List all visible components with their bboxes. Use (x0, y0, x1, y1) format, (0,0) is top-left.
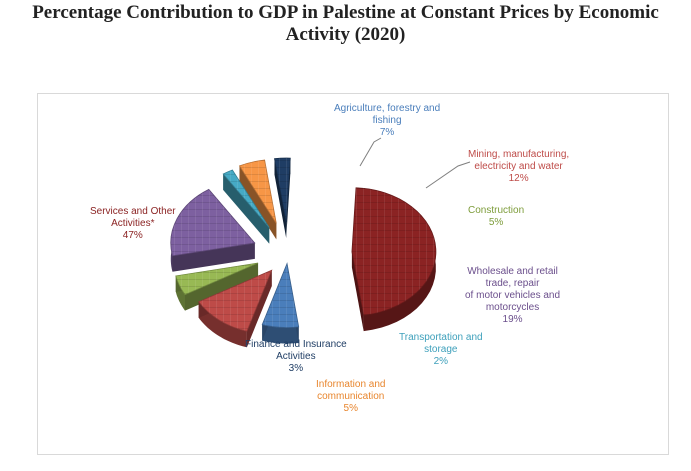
label-information-line-2: communication (317, 391, 385, 402)
pie-slice-information (238, 159, 277, 240)
pie-slices (170, 157, 437, 348)
label-information-value: 5% (343, 403, 358, 414)
leader-mining (425, 161, 471, 189)
label-transportation-line-1: Transportation and (399, 332, 483, 343)
chart-title: Percentage Contribution to GDP in Palest… (0, 2, 691, 46)
label-wholesale-line-1: Wholesale and retail (467, 266, 558, 277)
label-information-line-1: Information and (316, 379, 386, 390)
label-finance: Finance and Insurance Activities 3% (245, 339, 347, 375)
slice-texture-agriculture (262, 263, 299, 328)
label-services: Services and Other Activities* 47% (90, 206, 176, 242)
pie-slice-wholesale (170, 188, 256, 272)
label-agriculture-line-2: fishing (372, 115, 402, 126)
label-finance-value: 3% (288, 363, 304, 374)
label-services-value: 47% (122, 230, 143, 241)
slice-texture-construction (175, 263, 259, 295)
pie-slice-transportation (222, 169, 270, 244)
chart-frame: Agriculture, forestry and fishing 7% Min… (37, 93, 669, 455)
slice-wall-services-1 (351, 251, 364, 332)
slice-texture-finance (274, 158, 291, 223)
slice-side-agriculture (262, 324, 299, 344)
slice-wall-wholesale-0 (172, 242, 255, 272)
pie-slice-mining (198, 269, 273, 348)
slice-wall-mining-0 (246, 270, 272, 348)
label-agriculture: Agriculture, forestry and fishing 7% (334, 103, 440, 139)
label-mining-line-2: electricity and water (474, 161, 563, 172)
pie-slice-services (351, 187, 437, 332)
label-wholesale-value: 19% (502, 314, 523, 325)
label-agriculture-value: 7% (379, 127, 395, 138)
pie-slice-finance (274, 157, 291, 239)
chart-title-line-2: Activity (2020) (285, 24, 406, 45)
slice-wall-finance-0 (274, 158, 287, 239)
label-construction: Construction 5% (468, 205, 524, 229)
slice-wall-transportation-0 (223, 174, 270, 244)
label-finance-line-1: Finance and Insurance (245, 339, 347, 350)
label-services-line-2: Activities* (111, 218, 155, 229)
label-wholesale-line-2: trade, repair (485, 278, 540, 289)
slice-wall-information-0 (239, 165, 277, 240)
slice-texture-wholesale (170, 189, 255, 256)
leader-agriculture (359, 137, 382, 167)
slice-texture-services (351, 187, 436, 316)
slice-side-mining (198, 301, 247, 348)
label-transportation-line-2: storage (424, 344, 458, 355)
label-wholesale-line-4: motorcycles (485, 302, 540, 313)
label-agriculture-line-1: Agriculture, forestry and (334, 103, 441, 114)
chart-title-line-1: Percentage Contribution to GDP in Palest… (32, 2, 659, 23)
label-services-line-1: Services and Other (90, 206, 176, 217)
label-wholesale-line-3: of motor vehicles and (465, 290, 561, 301)
label-mining-line-1: Mining, manufacturing, (468, 149, 570, 160)
label-transportation: Transportation and storage 2% (399, 332, 483, 368)
label-wholesale: Wholesale and retail trade, repair of mo… (465, 266, 560, 326)
pie-slice-construction (175, 262, 259, 311)
label-mining-value: 12% (508, 173, 529, 184)
label-information: Information and communication 5% (316, 379, 386, 415)
slice-texture-transportation (223, 170, 270, 228)
leader-lines (359, 137, 471, 189)
slice-texture-mining (198, 270, 272, 332)
label-construction-value: 5% (488, 217, 504, 228)
slice-texture-information (239, 160, 277, 224)
label-mining: Mining, manufacturing, electricity and w… (468, 149, 569, 185)
label-transportation-value: 2% (433, 356, 449, 367)
pie-slice-agriculture (261, 262, 300, 344)
label-construction-line-1: Construction (468, 205, 525, 216)
label-finance-line-2: Activities (276, 351, 316, 362)
pie-chart (170, 137, 471, 348)
